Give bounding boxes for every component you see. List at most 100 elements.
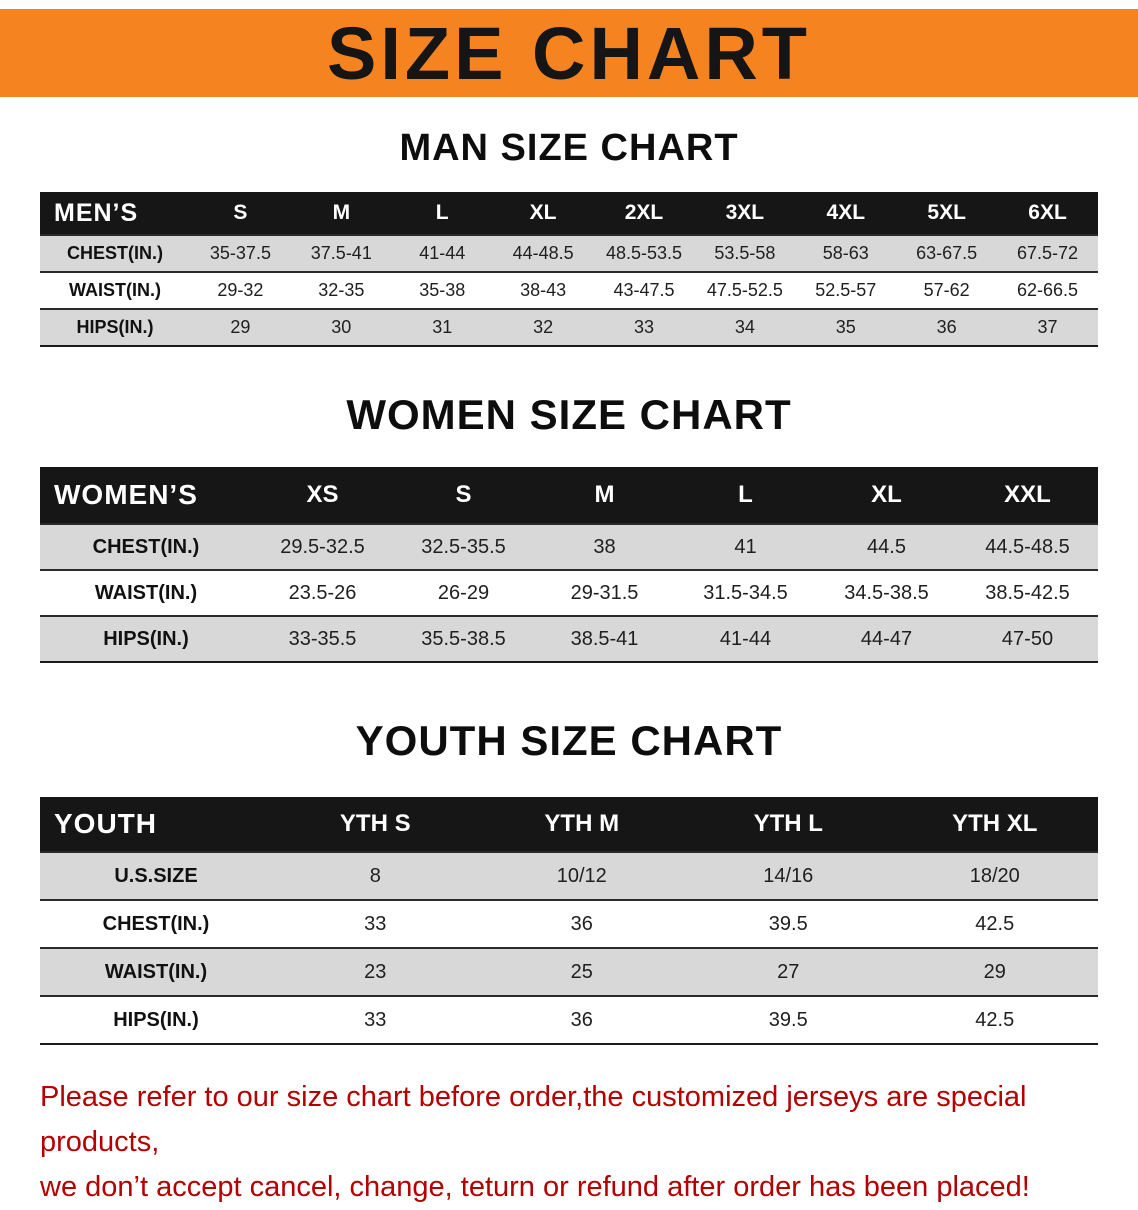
table-cell: 44-48.5	[512, 243, 574, 263]
row-label: CHEST(IN.)	[102, 912, 210, 935]
size-table-men: MEN’S S M L XL 2XL 3XL 4XL 5XL 6XL CHEST(IN.) 35-37…	[40, 192, 1098, 347]
table-cell: 52.5-57	[815, 280, 877, 300]
table-cell: 39.5	[768, 912, 808, 935]
size-chart-section-women: WOMEN SIZE CHART WOMEN’S XS S M L XL XXL CHEST(…	[0, 391, 1138, 663]
table-cell: 43-47.5	[613, 280, 675, 300]
section-heading: WOMEN SIZE CHART	[346, 391, 792, 438]
column-header: S	[455, 481, 472, 508]
table-cell: 53.5-58	[714, 243, 776, 263]
table-cell: 33	[364, 912, 387, 935]
table-cell: 42.5	[975, 1008, 1015, 1031]
column-header: XL	[529, 201, 557, 224]
table-cell: 35-37.5	[209, 243, 271, 263]
column-header: 5XL	[927, 201, 966, 224]
table-row: U.S.SIZE 8 10/12 14/16 18/20	[40, 851, 1098, 899]
table-cell: 34.5-38.5	[844, 581, 929, 604]
table-corner-label: MEN’S	[54, 198, 139, 227]
table-cell: 35.5-38.5	[421, 627, 506, 650]
page-title: SIZE CHART	[327, 11, 811, 95]
column-header: S	[233, 201, 248, 224]
table-row: CHEST(IN.) 35-37.5 37.5-41 41-44 44-48.5 48.5…	[40, 234, 1098, 271]
table-cell: 44.5-48.5	[985, 535, 1070, 558]
table-cell: 37.5-41	[310, 243, 372, 263]
column-header: YTH S	[339, 810, 411, 837]
column-header: 6XL	[1028, 201, 1067, 224]
table-cell: 31.5-34.5	[703, 581, 788, 604]
table-cell: 34	[734, 317, 755, 337]
table-cell: 29	[983, 960, 1006, 983]
size-table-youth: YOUTH YTH S YTH M YTH L YTH XL U.S.SIZE 8 10/12…	[40, 797, 1098, 1045]
table-cell: 38.5-42.5	[985, 581, 1070, 604]
table-cell: 39.5	[768, 1008, 808, 1031]
column-header: YTH M	[544, 810, 620, 837]
column-header: 2XL	[624, 201, 664, 224]
row-label: HIPS(IN.)	[76, 317, 154, 337]
column-header: YTH XL	[952, 810, 1038, 837]
table-cell: 30	[331, 317, 352, 337]
table-row: WAIST(IN.) 29-32 32-35 35-38 38-43 43-47.5 47.…	[40, 271, 1098, 308]
table-cell: 41-44	[719, 627, 772, 650]
size-chart-section-youth: YOUTH SIZE CHART YOUTH YTH S YTH M YTH L YTH…	[0, 717, 1138, 1045]
table-cell: 57-62	[923, 280, 970, 300]
column-header: XS	[306, 481, 339, 508]
row-label: HIPS(IN.)	[103, 627, 189, 650]
section-heading: YOUTH SIZE CHART	[355, 717, 783, 764]
column-header: 3XL	[725, 201, 765, 224]
table-corner-label: YOUTH	[54, 808, 157, 839]
row-label: CHEST(IN.)	[67, 243, 163, 263]
table-cell: 36	[570, 1008, 593, 1031]
table-cell: 27	[777, 960, 800, 983]
table-cell: 42.5	[975, 912, 1015, 935]
row-label: WAIST(IN.)	[104, 960, 208, 983]
footer-line: we don’t accept cancel, change, teturn o…	[40, 1170, 1030, 1203]
table-cell: 58-63	[822, 243, 869, 263]
table-cell: 62-66.5	[1017, 280, 1079, 300]
size-chart-section-men: MAN SIZE CHART MEN’S S M L XL 2XL 3XL 4XL 5XL 6XL…	[0, 127, 1138, 347]
table-cell: 41-44	[419, 243, 466, 263]
table-cell: 47-50	[1001, 627, 1054, 650]
table-cell: 32.5-35.5	[421, 535, 506, 558]
section-heading: MAN SIZE CHART	[399, 127, 739, 169]
table-cell: 38	[593, 535, 616, 558]
table-cell: 32-35	[318, 280, 365, 300]
footer-line: Please refer to our size chart before or…	[40, 1081, 1027, 1158]
table-cell: 41	[734, 535, 757, 558]
table-cell: 35	[835, 317, 856, 337]
table-cell: 33-35.5	[288, 627, 357, 650]
table-row: WAIST(IN.) 23 25 27 29	[40, 947, 1098, 995]
table-cell: 23	[364, 960, 387, 983]
table-header-row: YOUTH YTH S YTH M YTH L YTH XL	[40, 797, 1098, 851]
table-cell: 38-43	[520, 280, 567, 300]
table-cell: 63-67.5	[916, 243, 978, 263]
table-cell: 35-38	[419, 280, 466, 300]
table-cell: 47.5-52.5	[706, 280, 783, 300]
table-cell: 26-29	[437, 581, 490, 604]
table-corner-label: WOMEN’S	[54, 479, 198, 510]
table-cell: 33	[633, 317, 654, 337]
table-cell: 23.5-26	[288, 581, 357, 604]
column-header: M	[594, 481, 615, 508]
table-row: HIPS(IN.) 29 30 31 32 33 34 35 36 37	[40, 308, 1098, 345]
table-cell: 29.5-32.5	[280, 535, 365, 558]
table-row: CHEST(IN.) 29.5-32.5 32.5-35.5 38 41 44.5 44.5…	[40, 523, 1098, 569]
size-table-women: WOMEN’S XS S M L XL XXL CHEST(IN.) 29.5-32.5 32.5…	[40, 467, 1098, 663]
footer-note: Please refer to our size chart before or…	[40, 1075, 1138, 1210]
column-header: L	[435, 201, 449, 224]
column-header: XXL	[1004, 481, 1051, 508]
table-header-row: MEN’S S M L XL 2XL 3XL 4XL 5XL 6XL	[40, 192, 1098, 234]
column-header: L	[738, 481, 753, 508]
table-cell: 29-31.5	[570, 581, 639, 604]
table-cell: 44-47	[860, 627, 913, 650]
table-cell: 67.5-72	[1017, 243, 1079, 263]
table-row: WAIST(IN.) 23.5-26 26-29 29-31.5 31.5-34.5 34…	[40, 569, 1098, 615]
table-header-row: WOMEN’S XS S M L XL XXL	[40, 467, 1098, 523]
table-row: CHEST(IN.) 33 36 39.5 42.5	[40, 899, 1098, 947]
column-header: M	[332, 201, 351, 224]
table-cell: 29-32	[217, 280, 264, 300]
table-row: HIPS(IN.) 33-35.5 35.5-38.5 38.5-41 41-44 44-…	[40, 615, 1098, 661]
banner: SIZE CHART	[0, 9, 1138, 97]
table-cell: 29	[230, 317, 251, 337]
row-label: U.S.SIZE	[114, 864, 198, 887]
table-cell: 36	[936, 317, 957, 337]
table-cell: 48.5-53.5	[605, 243, 683, 263]
